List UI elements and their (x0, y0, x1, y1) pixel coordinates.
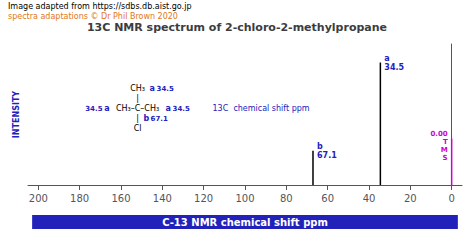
svg-text:T: T (443, 138, 448, 146)
svg-text:a: a (150, 84, 155, 93)
svg-text:34.5: 34.5 (384, 63, 404, 72)
svg-text:M: M (441, 146, 448, 154)
svg-text:CH₃–C–CH₃: CH₃–C–CH₃ (116, 104, 159, 113)
svg-text:120: 120 (194, 193, 213, 204)
svg-text:40: 40 (363, 193, 376, 204)
svg-text:100: 100 (235, 193, 254, 204)
svg-text:60: 60 (321, 193, 334, 204)
svg-text:b: b (317, 142, 323, 151)
svg-text:160: 160 (111, 193, 130, 204)
svg-text:CH₃: CH₃ (130, 84, 145, 93)
svg-text:|: | (136, 114, 139, 123)
svg-text:0.00: 0.00 (430, 130, 447, 138)
svg-text:|: | (136, 94, 139, 103)
svg-text:180: 180 (70, 193, 89, 204)
svg-text:Image adapted from https://sdb: Image adapted from https://sdbs.db.aist.… (8, 2, 191, 11)
svg-text:13C chemical shift ppm: 13C chemical shift ppm (213, 104, 310, 113)
svg-text:Cl: Cl (134, 124, 142, 133)
svg-text:a: a (104, 104, 109, 113)
svg-text:a: a (166, 104, 171, 113)
svg-text:0: 0 (448, 193, 454, 204)
svg-text:67.1: 67.1 (151, 115, 168, 123)
svg-text:20: 20 (404, 193, 417, 204)
svg-text:13C NMR spectrum of 2-chloro-2: 13C NMR spectrum of 2-chloro-2-methylpro… (87, 21, 387, 34)
svg-text:34.5: 34.5 (85, 105, 102, 113)
svg-text:67.1: 67.1 (317, 151, 337, 160)
svg-text:b: b (144, 114, 150, 123)
svg-text:34.5: 34.5 (173, 105, 190, 113)
svg-text:200: 200 (29, 193, 48, 204)
svg-text:S: S (443, 154, 448, 162)
svg-text:a: a (384, 54, 389, 63)
svg-text:34.5: 34.5 (157, 85, 174, 93)
svg-text:spectra adaptations © Dr Phil: spectra adaptations © Dr Phil Brown 2020 (8, 12, 178, 21)
svg-text:80: 80 (280, 193, 293, 204)
svg-text:INTENSITY: INTENSITY (12, 91, 21, 138)
svg-text:C-13 NMR chemical shift ppm: C-13 NMR chemical shift ppm (162, 217, 328, 228)
svg-text:140: 140 (153, 193, 172, 204)
